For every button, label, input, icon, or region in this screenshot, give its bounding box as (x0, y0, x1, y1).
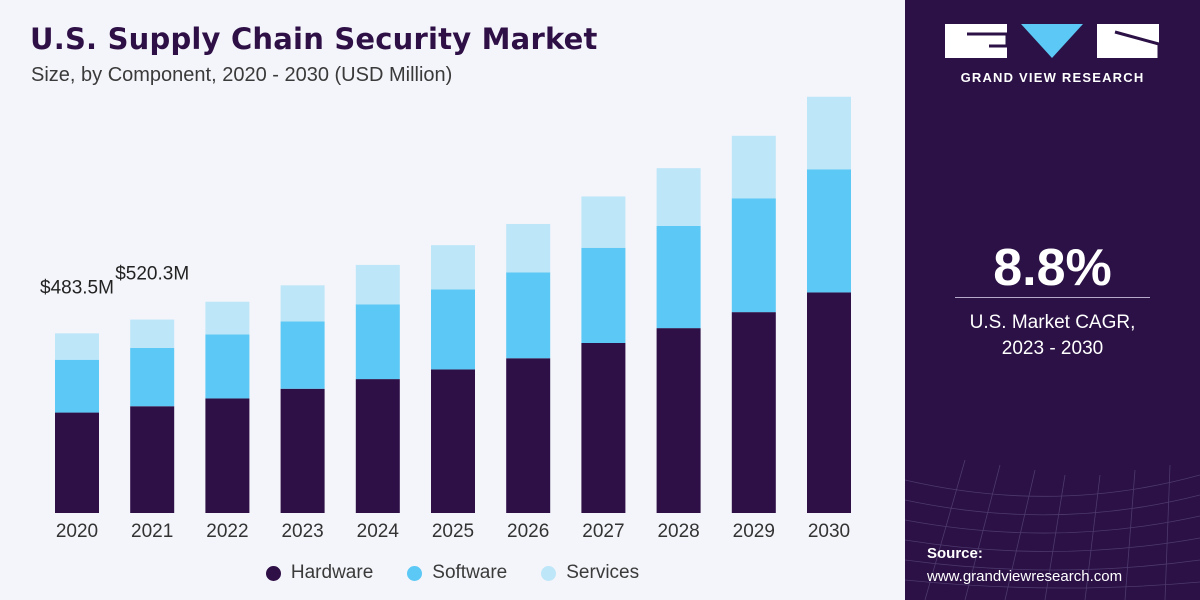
bar-services-2020 (55, 333, 99, 360)
bar-services-2021 (130, 319, 175, 348)
bar-software-2021 (130, 347, 175, 407)
legend: Hardware Software Services (0, 562, 905, 584)
bar-hardware-2027 (581, 343, 626, 513)
x-tick-label-2028: 2028 (657, 521, 699, 542)
cagr-divider (955, 297, 1150, 298)
bar-software-2024 (355, 304, 400, 380)
x-tick-label-2030: 2030 (808, 521, 850, 542)
bar-software-2025 (431, 289, 475, 370)
cagr-label: U.S. Market CAGR, 2023 - 2030 (905, 310, 1200, 362)
bar-software-2029 (731, 198, 776, 313)
bar-services-2028 (656, 168, 701, 226)
bar-services-2027 (581, 196, 626, 248)
x-tick-label-2024: 2024 (357, 521, 400, 542)
bar-software-2028 (656, 225, 701, 329)
legend-label-hardware: Hardware (290, 562, 374, 583)
bar-software-2020 (55, 359, 99, 413)
legend-swatch-hardware (265, 565, 281, 581)
bar-services-2025 (431, 245, 475, 290)
legend-label-services: Services (566, 562, 640, 583)
bar-hardware-2024 (355, 379, 400, 513)
grand-view-research-logo-icon (945, 24, 1160, 58)
bar-hardware-2030 (807, 292, 851, 513)
data-label-2020: $483.5M (40, 277, 114, 298)
x-tick-label-2025: 2025 (432, 521, 474, 542)
x-tick-label-2023: 2023 (281, 521, 323, 542)
bar-software-2030 (807, 169, 851, 293)
chart-area: U.S. Supply Chain Security Market Size, … (0, 0, 905, 600)
x-tick-label-2027: 2027 (582, 521, 624, 542)
grid-decoration (905, 459, 1200, 600)
legend-item-services: Services (541, 562, 639, 584)
x-tick-label-2026: 2026 (507, 521, 549, 542)
bar-software-2027 (581, 247, 626, 344)
bar-hardware-2029 (731, 312, 776, 513)
x-tick-label-2020: 2020 (56, 521, 98, 542)
bar-services-2030 (807, 96, 851, 170)
bar-services-2022 (205, 301, 250, 335)
bar-software-2023 (280, 321, 325, 389)
legend-swatch-software (407, 565, 423, 581)
bar-hardware-2021 (130, 406, 175, 513)
legend-item-software: Software (407, 562, 507, 584)
source-url[interactable]: www.grandviewresearch.com (927, 568, 1123, 585)
x-tick-label-2021: 2021 (131, 521, 173, 542)
x-tick-label-2022: 2022 (206, 521, 248, 542)
cagr-label-line2: 2023 - 2030 (1001, 338, 1104, 359)
cagr-value: 8.8% (993, 239, 1112, 297)
bar-services-2029 (731, 135, 776, 199)
legend-swatch-services (541, 565, 557, 581)
bar-software-2022 (205, 334, 250, 399)
bar-hardware-2023 (280, 388, 325, 513)
x-tick-label-2029: 2029 (733, 521, 775, 542)
bar-hardware-2028 (656, 328, 701, 513)
bar-hardware-2026 (506, 358, 551, 513)
cagr-label-line1: U.S. Market CAGR, (969, 312, 1136, 333)
side-panel: GRAND VIEW RESEARCH 8.8% U.S. Market CAG… (905, 0, 1200, 600)
chart-title: U.S. Supply Chain Security Market (30, 22, 598, 56)
bar-services-2024 (355, 264, 400, 305)
bar-services-2023 (280, 285, 325, 322)
bar-software-2026 (506, 272, 551, 359)
source-title: Source: (927, 545, 983, 562)
chart-subtitle: Size, by Component, 2020 - 2030 (USD Mil… (31, 64, 453, 86)
bar-hardware-2025 (431, 369, 475, 513)
bar-hardware-2020 (55, 412, 99, 513)
legend-label-software: Software (432, 562, 508, 583)
bar-hardware-2022 (205, 398, 250, 513)
data-label-2021: $520.3M (115, 264, 189, 285)
bar-services-2026 (506, 223, 551, 273)
bar-chart: 2020 2021 2022 2023 2024 2025 2026 2027 2028 2029… (40, 96, 851, 542)
legend-item-hardware: Hardware (265, 562, 374, 584)
brand-name: GRAND VIEW RESEARCH (960, 70, 1145, 85)
